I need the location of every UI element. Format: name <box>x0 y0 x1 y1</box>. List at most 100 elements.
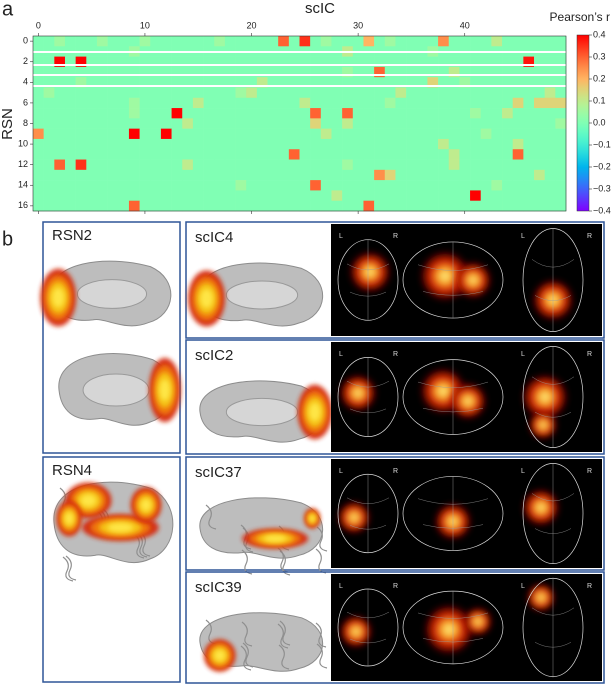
orientation-label: R <box>587 233 592 240</box>
sulcus <box>62 556 74 582</box>
heatmap-cell <box>395 66 407 78</box>
heatmap-cell <box>107 128 119 140</box>
heatmap-cell <box>406 97 418 109</box>
orientation-label: L <box>521 468 525 475</box>
heatmap-cell <box>299 87 311 99</box>
heatmap-cell <box>214 36 226 47</box>
heatmap-cell <box>459 169 471 181</box>
heatmap-cell <box>331 56 343 68</box>
heatmap-cell <box>224 77 236 88</box>
heatmap-cell <box>502 149 513 160</box>
heatmap-cell <box>203 66 215 78</box>
heatmap-cell <box>406 77 418 88</box>
heatmap-cell <box>107 200 119 212</box>
heatmap-cell <box>128 200 140 212</box>
heatmap-cell <box>214 66 226 78</box>
heatmap-cell <box>235 169 247 181</box>
sulcus <box>316 643 328 669</box>
heatmap-cell <box>288 56 300 68</box>
heatmap-cell <box>203 169 215 181</box>
component-label: scIC2 <box>195 347 233 364</box>
heatmap-cell <box>96 66 108 78</box>
heatmap-cell <box>118 180 130 191</box>
component-label: scIC4 <box>195 229 233 246</box>
heatmap-cell <box>267 77 279 88</box>
orientation-label: R <box>587 468 592 475</box>
heatmap-cell <box>406 138 418 150</box>
heatmap-cell <box>150 118 162 129</box>
heatmap-cell <box>43 190 55 202</box>
heatmap-cell <box>160 128 172 140</box>
heatmap-cell <box>310 180 322 191</box>
heatmap-cell <box>267 118 279 129</box>
heatmap-cell <box>502 200 513 212</box>
heatmap-cell <box>235 190 247 202</box>
heatmap-cell <box>256 200 268 212</box>
heatmap-cell <box>235 159 247 171</box>
heatmap-cell <box>534 36 545 47</box>
heatmap-cell <box>448 108 460 119</box>
heatmap-cell <box>43 108 55 119</box>
heatmap-cell <box>203 77 215 88</box>
glass-outline <box>531 376 575 418</box>
heatmap-cell <box>278 118 290 129</box>
heatmap-cell <box>523 87 535 99</box>
heatmap-cell <box>256 180 268 191</box>
heatmap-cell <box>480 108 492 119</box>
sulcus <box>240 645 252 671</box>
orientation-label: L <box>339 233 343 240</box>
heatmap-cell <box>299 169 311 181</box>
heatmap-cell <box>288 36 300 47</box>
heatmap-cell <box>64 180 76 191</box>
heatmap-cell <box>214 138 226 150</box>
heatmap-cell <box>459 159 471 171</box>
heatmap-cell <box>555 149 567 160</box>
heatmap-cell <box>331 159 343 171</box>
heatmap-cell <box>310 128 322 140</box>
heatmap-cell <box>363 87 375 99</box>
heatmap-cell <box>33 118 44 129</box>
glass-activation <box>536 502 546 513</box>
heatmap-cell <box>267 87 279 99</box>
heatmap-cell <box>480 190 492 202</box>
heatmap-cell <box>523 138 535 150</box>
heatmap-cell <box>310 138 322 150</box>
y-tick-label: 2 <box>23 56 28 66</box>
heatmap-cell <box>203 56 215 68</box>
heatmap-cell <box>374 169 386 181</box>
heatmap-cell <box>33 169 44 181</box>
heatmap-cell <box>534 159 545 171</box>
heatmap-cell <box>139 128 151 140</box>
heatmap-cell <box>96 138 108 150</box>
heatmap-cell <box>96 169 108 181</box>
glass-outline <box>346 497 390 530</box>
medial-wall <box>225 397 299 427</box>
heatmap-cell <box>192 128 204 140</box>
heatmap-cell <box>470 87 482 99</box>
heatmap-cell <box>128 66 140 78</box>
heatmap-cell <box>235 87 247 99</box>
heatmap-cell <box>203 108 215 119</box>
heatmap-cell <box>512 97 524 109</box>
heatmap-cell <box>43 180 55 191</box>
heatmap-cell <box>171 138 183 150</box>
heatmap-cell <box>256 118 268 129</box>
heatmap-cell <box>96 87 108 99</box>
heatmap-cell <box>75 128 87 140</box>
heatmap-cell <box>448 159 460 171</box>
heatmap-cell <box>352 36 364 47</box>
heatmap-cell <box>342 108 354 119</box>
heatmap-cell <box>352 169 364 181</box>
heatmap-cell <box>342 149 354 160</box>
heatmap-cell <box>395 200 407 212</box>
heatmap-cell <box>288 118 300 129</box>
colorbar-tick-label: 0.4 <box>593 29 606 39</box>
heatmap-cell <box>363 159 375 171</box>
heatmap-cell <box>54 118 66 129</box>
heatmap-cell <box>214 190 226 202</box>
heatmap-cell <box>320 200 332 212</box>
heatmap-cell <box>139 87 151 99</box>
heatmap-cell <box>427 87 439 99</box>
